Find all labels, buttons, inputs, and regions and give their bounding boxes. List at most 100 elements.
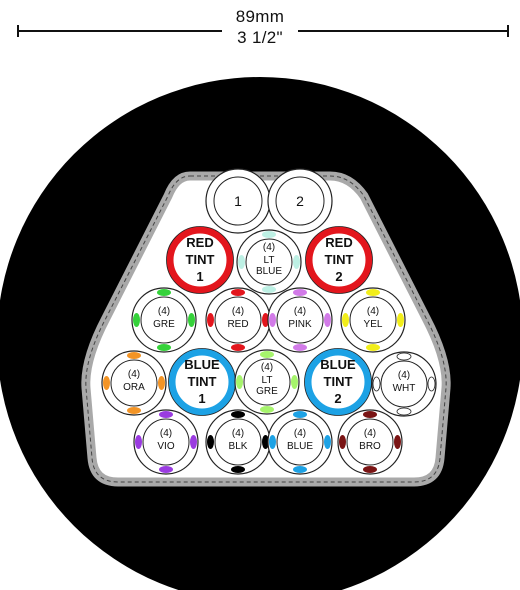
bundle-label-line: LT xyxy=(264,255,275,266)
bundle-count: (4) xyxy=(294,428,306,439)
color-stripe xyxy=(158,376,165,390)
color-stripe xyxy=(363,466,377,473)
bundle-count: (4) xyxy=(367,306,379,317)
tint-label-line: TINT xyxy=(324,374,353,389)
bundle-count: (4) xyxy=(232,428,244,439)
bundle-count: (4) xyxy=(128,369,140,380)
dimension-metric: 89mm xyxy=(235,7,285,26)
bundle-label-line: VIO xyxy=(157,441,174,452)
conductor-blk: (4) BLK xyxy=(205,409,271,475)
color-stripe xyxy=(366,289,380,296)
conductor-c2: 2 xyxy=(267,168,333,234)
tint-label-line: 2 xyxy=(334,391,341,406)
bundle-inner xyxy=(346,418,394,466)
conductor-pnk: (4) PINK xyxy=(267,287,333,353)
conductor-layer: 1 2REDTINT1(4)LTBLUEREDTINT2(4)GRE(4)RED(… xyxy=(101,168,437,475)
color-stripe xyxy=(133,313,140,327)
shield-outline xyxy=(85,175,447,483)
color-stripe xyxy=(293,255,300,269)
tint-ring xyxy=(305,226,373,294)
tint-label-line: RED xyxy=(186,235,213,250)
color-stripe xyxy=(427,376,436,392)
bundle-inner xyxy=(142,418,190,466)
bundle-count: (4) xyxy=(364,428,376,439)
color-stripe xyxy=(231,411,245,418)
color-stripe xyxy=(397,313,404,327)
bundle-label-line: LT xyxy=(262,375,273,386)
color-stripe xyxy=(207,313,214,327)
conductor-ora: (4) ORA xyxy=(101,350,167,416)
tint-label-line: TINT xyxy=(188,374,217,389)
conductor-inner xyxy=(275,176,325,226)
color-stripe xyxy=(135,435,142,449)
tint-ring xyxy=(166,226,234,294)
color-stripe xyxy=(342,313,349,327)
color-stripe xyxy=(159,411,173,418)
bundle-label-line: YEL xyxy=(364,319,383,330)
bundle-label-line: GRE xyxy=(153,319,175,330)
tint-ring xyxy=(304,348,372,416)
color-stripe xyxy=(293,289,307,296)
bundle-inner xyxy=(349,296,397,344)
conductor-bt1: BLUE TINT 1 xyxy=(168,348,236,416)
color-stripe xyxy=(366,344,380,351)
color-stripe xyxy=(238,255,245,269)
color-stripe xyxy=(127,352,141,359)
color-stripe xyxy=(157,344,171,351)
color-stripe xyxy=(190,435,197,449)
color-stripe xyxy=(394,435,401,449)
tint-label-line: RED xyxy=(325,235,352,250)
color-stripe xyxy=(207,435,214,449)
conductor-label: 2 xyxy=(296,193,304,209)
color-stripe xyxy=(262,231,276,238)
bundle-inner xyxy=(243,358,291,406)
color-stripe xyxy=(157,289,171,296)
bundle-count: (4) xyxy=(294,306,306,317)
bundle-inner xyxy=(140,296,188,344)
tint-label-line: TINT xyxy=(186,252,215,267)
color-stripe xyxy=(269,313,276,327)
color-stripe xyxy=(291,375,298,389)
color-stripe xyxy=(293,411,307,418)
tint-ring-edge xyxy=(166,226,234,294)
conductor-blu: (4) BLUE xyxy=(267,409,333,475)
conductor-bro: (4) BRO xyxy=(337,409,403,475)
tint-ring xyxy=(168,348,236,416)
color-stripe xyxy=(260,351,274,358)
conductor-inner xyxy=(213,176,263,226)
conductor-label: 1 xyxy=(234,193,242,209)
bundle-inner xyxy=(214,296,262,344)
tint-label-line: BLUE xyxy=(320,357,356,372)
bundle-label-line: RED xyxy=(227,319,248,330)
bundle-count: (4) xyxy=(158,306,170,317)
bundle-count: (4) xyxy=(261,362,273,373)
color-stripe xyxy=(231,466,245,473)
bundle-label-line: BLUE xyxy=(256,266,282,277)
color-stripe xyxy=(236,375,243,389)
conductor-yel: (4) YEL xyxy=(340,287,406,353)
bundle-label-line: BLUE xyxy=(287,441,313,452)
dimension-line xyxy=(17,25,509,37)
tint-ring-edge xyxy=(305,226,373,294)
conductor-red: (4) RED xyxy=(205,287,271,353)
color-stripe xyxy=(159,466,173,473)
conductor-rt1: RED TINT 1 xyxy=(166,226,234,294)
tint-label-line: 1 xyxy=(196,269,203,284)
bundle-count: (4) xyxy=(263,242,275,253)
color-stripe xyxy=(293,466,307,473)
color-stripe xyxy=(339,435,346,449)
tint-label-line: BLUE xyxy=(184,357,220,372)
bundle-count: (4) xyxy=(160,428,172,439)
conductor-rt2: RED TINT 2 xyxy=(305,226,373,294)
bundle-label-line: ORA xyxy=(123,382,145,393)
tint-label-line: 2 xyxy=(335,269,342,284)
color-stripe xyxy=(231,289,245,296)
color-stripe xyxy=(396,407,412,416)
conductor-bt2: BLUE TINT 2 xyxy=(304,348,372,416)
color-stripe xyxy=(372,376,381,392)
color-stripe xyxy=(262,435,269,449)
bundle-label-line: WHT xyxy=(393,383,416,394)
